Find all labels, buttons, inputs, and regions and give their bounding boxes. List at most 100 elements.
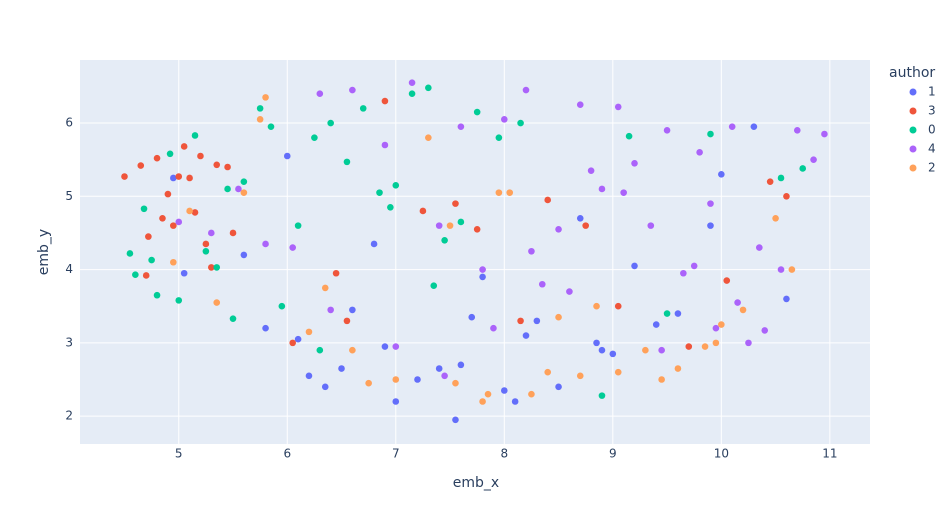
point [718,171,725,178]
point [701,343,709,350]
legend-marker[interactable] [909,88,917,96]
point [810,156,817,163]
point [278,302,286,310]
point [631,262,638,270]
point [392,182,400,189]
point [598,346,606,354]
plot-area [80,60,870,444]
point [140,205,148,213]
point [723,277,731,284]
grid [80,60,870,444]
point [327,119,334,127]
legend-label[interactable]: 4 [928,142,936,156]
point [479,398,486,405]
point [175,173,183,180]
point [213,299,221,306]
point [707,222,714,229]
point [392,376,400,383]
point [777,266,785,273]
point [457,123,465,130]
point [707,200,714,207]
point [500,116,508,123]
legend-marker[interactable] [909,145,917,153]
point [191,209,199,216]
legend-label[interactable]: 0 [928,123,936,137]
point [468,313,476,321]
legend-label[interactable]: 1 [928,85,936,99]
point [490,324,497,332]
point [381,343,389,350]
point [365,379,372,387]
point [642,346,649,354]
point [821,130,828,138]
point [484,390,492,398]
point [506,189,514,196]
legend-marker[interactable] [909,164,917,172]
point [186,207,193,215]
point [593,302,600,310]
legend-marker[interactable] [909,107,917,115]
point [658,346,665,354]
point [783,295,790,303]
point [191,132,199,139]
x-tick-label: 8 [500,447,508,461]
point [674,365,682,372]
point [170,222,177,229]
point [294,335,302,343]
point [327,306,334,314]
point [332,269,340,277]
point [544,196,552,204]
point [186,174,193,182]
points [121,79,828,424]
point [381,141,389,149]
point [544,368,552,376]
legend-marker[interactable] [909,126,917,134]
point [419,207,427,215]
point [452,200,459,207]
point [153,291,161,299]
point [294,222,302,229]
point [321,284,329,292]
point [202,247,210,255]
point [305,372,313,380]
point [609,350,617,358]
point [208,264,215,271]
point [262,240,269,248]
point [414,376,421,383]
point [262,94,269,101]
legend-label[interactable]: 3 [928,104,936,118]
point [180,269,188,277]
y-tick-label: 2 [65,409,73,423]
legend-label[interactable]: 2 [928,161,936,175]
point [614,302,622,310]
point [555,225,562,233]
point [126,250,134,257]
point [766,178,774,185]
point [132,271,139,279]
point [256,116,264,123]
point [343,158,351,166]
point [381,97,389,105]
point [739,306,747,314]
point [392,343,400,350]
point [663,127,671,134]
point [712,324,720,332]
point [283,152,291,160]
point [793,127,801,134]
point [598,392,606,399]
point [235,185,242,193]
point [593,339,600,347]
point [359,105,367,112]
point [370,240,378,248]
x-tick-label: 11 [822,447,837,461]
point [166,150,174,158]
point [289,244,296,251]
y-tick-label: 6 [65,116,73,130]
point [696,149,703,156]
point [256,105,264,112]
point [712,339,720,347]
point [137,162,145,169]
point [500,387,508,394]
point [707,130,714,138]
point [148,256,155,264]
